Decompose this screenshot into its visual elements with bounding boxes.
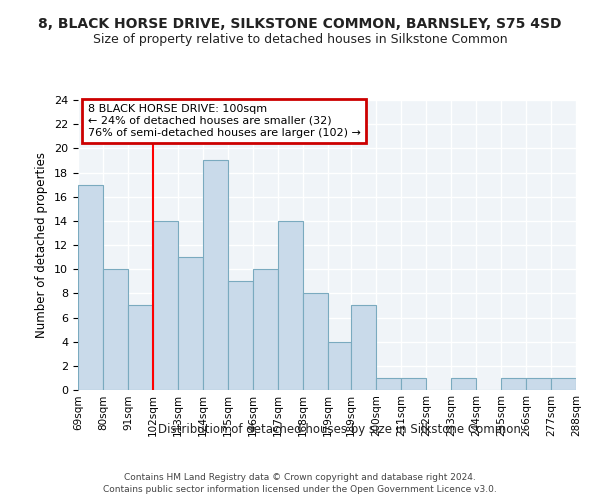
Bar: [103, 269, 128, 390]
Bar: [303, 294, 328, 390]
Text: 8 BLACK HORSE DRIVE: 100sqm
← 24% of detached houses are smaller (32)
76% of sem: 8 BLACK HORSE DRIVE: 100sqm ← 24% of det…: [88, 104, 361, 138]
Bar: [278, 221, 303, 390]
Text: 8, BLACK HORSE DRIVE, SILKSTONE COMMON, BARNSLEY, S75 4SD: 8, BLACK HORSE DRIVE, SILKSTONE COMMON, …: [38, 18, 562, 32]
Bar: [376, 378, 401, 390]
Bar: [203, 160, 228, 390]
Bar: [451, 378, 476, 390]
Bar: [351, 306, 376, 390]
Bar: [526, 378, 551, 390]
Bar: [78, 184, 103, 390]
Bar: [178, 257, 203, 390]
Text: Distribution of detached houses by size in Silkstone Common: Distribution of detached houses by size …: [158, 422, 520, 436]
Bar: [501, 378, 526, 390]
Text: Size of property relative to detached houses in Silkstone Common: Size of property relative to detached ho…: [92, 32, 508, 46]
Text: Contains public sector information licensed under the Open Government Licence v3: Contains public sector information licen…: [103, 485, 497, 494]
Text: Contains HM Land Registry data © Crown copyright and database right 2024.: Contains HM Land Registry data © Crown c…: [124, 472, 476, 482]
Bar: [328, 342, 351, 390]
Bar: [401, 378, 426, 390]
Bar: [228, 281, 253, 390]
Bar: [253, 269, 278, 390]
Bar: [128, 306, 153, 390]
Bar: [551, 378, 576, 390]
Y-axis label: Number of detached properties: Number of detached properties: [35, 152, 49, 338]
Bar: [153, 221, 178, 390]
